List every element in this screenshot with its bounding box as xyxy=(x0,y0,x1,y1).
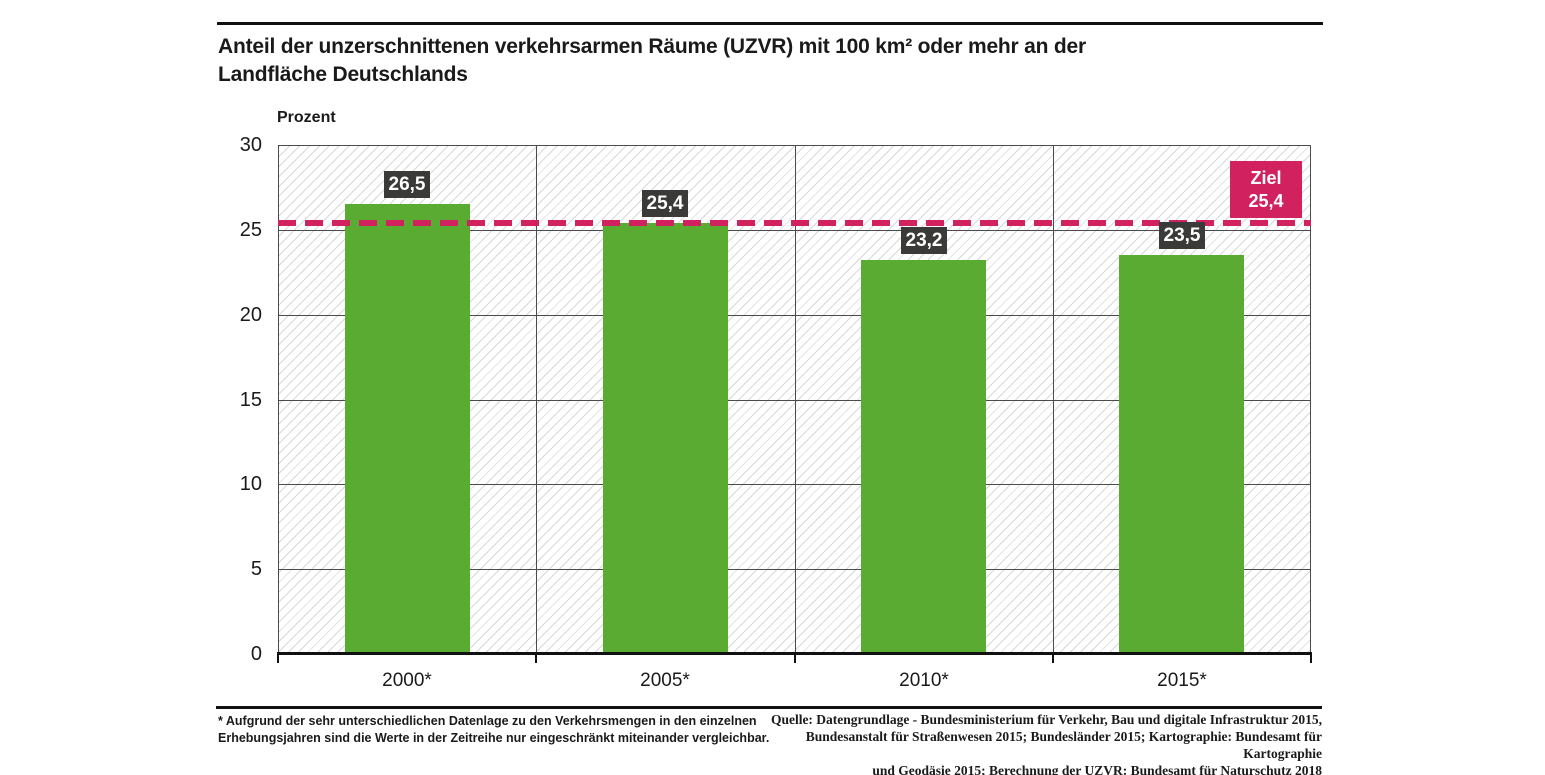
gridline-x-separator xyxy=(795,145,796,654)
footnote-line2: Erhebungsjahren sind die Werte in der Ze… xyxy=(218,731,770,745)
gridline-y-10 xyxy=(278,484,1311,485)
x-tick-label: 2005* xyxy=(640,670,690,691)
x-axis-tick xyxy=(1052,655,1054,663)
x-tick-label: 2015* xyxy=(1157,670,1207,691)
x-axis-tick xyxy=(1310,655,1312,663)
chart-title-line1: Anteil der unzerschnittenen verkehrsarme… xyxy=(218,35,1086,58)
bar-value-label: 25,4 xyxy=(642,190,688,217)
gridline-y-20 xyxy=(278,315,1311,316)
y-tick-label: 25 xyxy=(239,219,262,241)
source-attribution: Quelle: Datengrundlage - Bundesministeri… xyxy=(762,711,1322,775)
target-label-line2: 25,4 xyxy=(1248,190,1284,211)
x-tick-label: 2010* xyxy=(899,670,949,691)
bar-value-label: 23,5 xyxy=(1159,222,1205,249)
source-line3: und Geodäsie 2015; Berechnung der UZVR: … xyxy=(872,763,1322,775)
bar-value-label: 23,2 xyxy=(901,227,947,254)
target-line xyxy=(278,220,1311,226)
x-axis-tick xyxy=(277,655,279,663)
source-line2: Bundesanstalt für Straßenwesen 2015; Bun… xyxy=(805,729,1322,761)
bar-2005* xyxy=(603,223,728,654)
x-axis-line xyxy=(277,652,1312,655)
target-label-line1: Ziel xyxy=(1250,167,1282,188)
gridline-y-5 xyxy=(278,569,1311,570)
x-tick-label: 2000* xyxy=(382,670,432,691)
y-tick-label: 5 xyxy=(250,558,262,580)
y-axis-title: Prozent xyxy=(277,109,336,126)
y-tick-label: 10 xyxy=(239,473,262,495)
bar-value-label: 26,5 xyxy=(384,171,430,198)
chart-title: Anteil der unzerschnittenen verkehrsarme… xyxy=(218,33,1086,89)
gridline-x-separator xyxy=(1053,145,1054,654)
footnote: * Aufgrund der sehr unterschiedlichen Da… xyxy=(218,713,769,747)
source-line1: Quelle: Datengrundlage - Bundesministeri… xyxy=(770,712,1322,727)
y-tick-label: 20 xyxy=(239,304,262,326)
bottom-divider-rule xyxy=(216,706,1322,709)
x-axis-tick xyxy=(794,655,796,663)
chart-title-line2: Landfläche Deutschlands xyxy=(218,63,468,86)
y-tick-label: 30 xyxy=(239,134,262,156)
top-divider-rule xyxy=(217,22,1323,25)
gridline-x-separator xyxy=(536,145,537,654)
x-axis-tick xyxy=(535,655,537,663)
bar-2015* xyxy=(1119,255,1244,654)
bar-2010* xyxy=(861,260,986,654)
bar-2000* xyxy=(345,204,470,654)
target-label-box: Ziel 25,4 xyxy=(1230,161,1302,218)
y-tick-label: 0 xyxy=(250,643,262,665)
gridline-y-25 xyxy=(278,230,1311,231)
gridline-y-15 xyxy=(278,400,1311,401)
y-tick-label: 15 xyxy=(239,389,262,411)
footnote-line1: * Aufgrund der sehr unterschiedlichen Da… xyxy=(218,714,757,728)
